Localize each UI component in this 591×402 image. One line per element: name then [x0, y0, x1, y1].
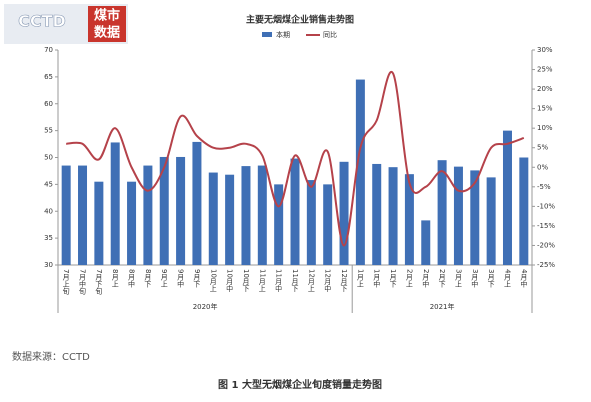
- bar: [143, 165, 153, 265]
- y2-tick-label: -25%: [537, 261, 555, 269]
- bar: [502, 130, 512, 265]
- source: 数据来源：CCTD: [12, 350, 90, 363]
- x-tick-label: 10月下: [242, 269, 250, 293]
- logo-name: CCTD: [18, 12, 66, 31]
- group-label: 2020年: [193, 302, 218, 311]
- y-tick-label: 45: [44, 180, 53, 188]
- bar: [274, 184, 284, 265]
- y2-tick-label: 30%: [537, 46, 553, 54]
- x-tick-label: 1月中: [373, 269, 381, 289]
- bar: [355, 79, 365, 265]
- x-tick-label: 10月上: [209, 269, 217, 292]
- x-tick-label: 11月中: [275, 269, 283, 293]
- line: [66, 70, 525, 247]
- x-tick-label: 8月中: [128, 269, 136, 289]
- chart-title: 主要无烟煤企业销售走势图: [246, 14, 354, 26]
- y2-tick-label: 15%: [537, 105, 553, 113]
- bar: [421, 220, 431, 265]
- x-tick-label: 3月上: [454, 269, 462, 288]
- caption: 图 1 大型无烟煤企业旬度销量走势图: [218, 378, 382, 391]
- x-tick-label: 2月中: [422, 269, 430, 289]
- y-tick-label: 50: [44, 154, 53, 162]
- bar: [486, 177, 496, 265]
- legend-label: 本期: [276, 30, 290, 39]
- bar: [388, 167, 398, 265]
- x-tick-label: 12月下: [340, 269, 348, 293]
- x-tick-label: 7月上旬: [62, 269, 70, 296]
- logo-tag-bg: [88, 6, 126, 42]
- bar: [176, 156, 186, 265]
- y2-tick-label: 10%: [537, 124, 553, 132]
- x-tick-label: 10月中: [226, 269, 234, 293]
- bar: [208, 172, 218, 265]
- legend-label: 同比: [323, 30, 337, 39]
- logo-tag: 数据: [94, 25, 120, 41]
- x-tick-label: 4月中: [520, 269, 528, 289]
- bar: [110, 142, 120, 265]
- y2-tick-label: 20%: [537, 85, 553, 93]
- x-tick-label: 11月下: [291, 269, 299, 293]
- y-tick-label: 70: [44, 46, 53, 54]
- y2-tick-label: 0%: [537, 163, 548, 171]
- bar: [372, 163, 382, 265]
- y-tick-label: 65: [44, 73, 53, 81]
- x-tick-label: 7月下旬: [95, 269, 103, 296]
- bar: [61, 165, 71, 265]
- x-tick-label: 9月上: [160, 269, 168, 288]
- x-tick-label: 1月下: [389, 269, 397, 289]
- bar: [404, 174, 414, 265]
- bar: [257, 165, 267, 265]
- x-tick-label: 9月中: [177, 269, 185, 289]
- bar: [290, 158, 300, 265]
- legend-swatch: [262, 32, 272, 37]
- bar: [323, 184, 333, 265]
- y2-tick-label: -15%: [537, 222, 555, 230]
- bar: [94, 181, 104, 265]
- bar: [78, 165, 88, 265]
- x-tick-label: 9月下: [193, 269, 201, 289]
- x-tick-label: 3月中: [471, 269, 479, 289]
- logo-tag: 煤市: [94, 8, 120, 24]
- x-tick-label: 1月上: [356, 269, 364, 288]
- x-tick-label: 12月上: [307, 269, 315, 292]
- x-tick-label: 2月下: [438, 269, 446, 289]
- y-tick-label: 40: [44, 207, 53, 215]
- bar: [225, 174, 235, 265]
- x-tick-label: 3月下: [487, 269, 495, 289]
- bar: [470, 170, 480, 265]
- x-tick-label: 12月中: [324, 269, 332, 293]
- y2-tick-label: -5%: [537, 183, 551, 191]
- x-tick-label: 8月上: [111, 269, 119, 288]
- y2-tick-label: -10%: [537, 202, 555, 210]
- y2-tick-label: -20%: [537, 241, 555, 249]
- bar: [453, 166, 463, 265]
- bar: [127, 181, 137, 265]
- bar: [306, 180, 316, 265]
- bar: [241, 166, 251, 265]
- y2-tick-label: 5%: [537, 144, 548, 152]
- bar: [519, 157, 529, 265]
- x-tick-label: 2月上: [405, 269, 413, 288]
- y2-tick-label: 25%: [537, 66, 553, 74]
- y-tick-label: 30: [44, 261, 53, 269]
- bar: [192, 141, 202, 265]
- x-tick-label: 11月上: [258, 269, 266, 292]
- y-tick-label: 35: [44, 234, 53, 242]
- bar: [159, 156, 169, 265]
- y-tick-label: 55: [44, 127, 53, 135]
- bar: [437, 160, 447, 265]
- group-label: 2021年: [430, 302, 455, 311]
- x-tick-label: 4月上: [503, 269, 511, 288]
- x-tick-label: 8月下: [144, 269, 152, 289]
- bar: [339, 161, 349, 265]
- y-tick-label: 60: [44, 100, 53, 108]
- x-tick-label: 7月中旬: [79, 269, 87, 296]
